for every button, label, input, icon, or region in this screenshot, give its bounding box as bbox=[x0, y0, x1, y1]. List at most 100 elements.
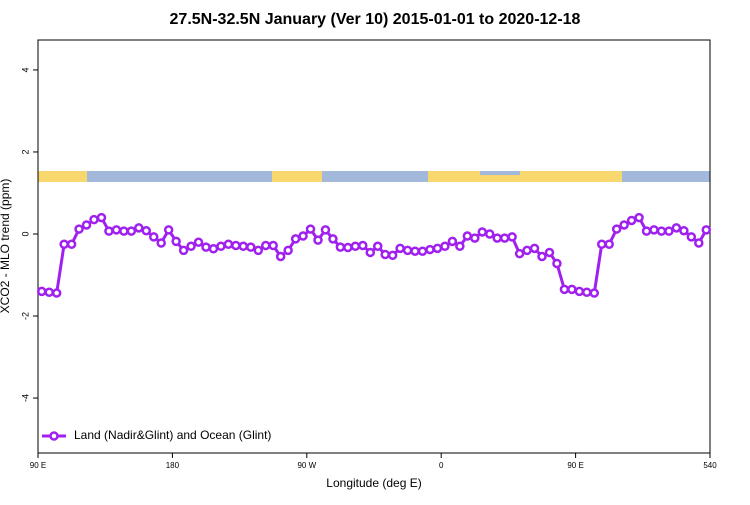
point bbox=[425, 244, 435, 255]
point bbox=[686, 232, 697, 242]
point bbox=[567, 284, 577, 295]
point bbox=[544, 247, 555, 258]
point bbox=[656, 226, 667, 236]
y-tick-label: 4 bbox=[20, 67, 30, 72]
point bbox=[36, 286, 47, 297]
point bbox=[126, 226, 137, 236]
point bbox=[455, 241, 465, 252]
point bbox=[320, 225, 331, 235]
point bbox=[372, 241, 383, 252]
point bbox=[238, 241, 249, 252]
point bbox=[432, 243, 443, 254]
point bbox=[119, 226, 129, 236]
point bbox=[186, 241, 196, 252]
point bbox=[298, 231, 308, 241]
point bbox=[589, 288, 600, 298]
point bbox=[59, 239, 69, 249]
land-band bbox=[428, 171, 480, 182]
point bbox=[156, 238, 166, 248]
point bbox=[260, 240, 271, 251]
land-band bbox=[272, 171, 322, 182]
y-tick-label: 0 bbox=[20, 231, 30, 236]
point bbox=[380, 249, 390, 260]
land-band bbox=[480, 175, 520, 182]
x-axis-label: Longitude (deg E) bbox=[326, 476, 421, 490]
point bbox=[574, 286, 585, 297]
point bbox=[626, 215, 637, 226]
point bbox=[679, 225, 689, 236]
point bbox=[193, 237, 204, 247]
point bbox=[44, 287, 54, 297]
chart-title: 27.5N-32.5N January (Ver 10) 2015-01-01 … bbox=[170, 11, 581, 28]
point bbox=[178, 245, 189, 256]
legend-label: Land (Nadir&Glint) and Ocean (Glint) bbox=[74, 428, 271, 442]
point bbox=[343, 242, 353, 253]
point bbox=[611, 224, 622, 234]
point bbox=[492, 233, 502, 243]
point bbox=[604, 239, 614, 249]
legend-marker bbox=[49, 431, 59, 441]
point bbox=[223, 239, 234, 249]
point bbox=[440, 241, 450, 252]
point bbox=[596, 239, 607, 249]
point bbox=[253, 245, 264, 256]
x-tick-label: 90 E bbox=[30, 461, 46, 470]
point bbox=[582, 287, 592, 297]
point bbox=[208, 244, 219, 254]
point bbox=[66, 239, 77, 249]
point bbox=[649, 225, 659, 235]
point bbox=[246, 242, 256, 252]
plot-frame bbox=[37, 39, 711, 454]
point bbox=[290, 234, 301, 244]
point bbox=[402, 245, 413, 256]
point bbox=[447, 236, 458, 247]
point bbox=[51, 288, 62, 298]
y-tick-label: 2 bbox=[20, 149, 30, 154]
point bbox=[163, 225, 174, 235]
point bbox=[81, 220, 92, 230]
land-ocean-strip bbox=[38, 171, 710, 182]
y-tick-label: -2 bbox=[20, 312, 30, 320]
point bbox=[216, 241, 226, 252]
point bbox=[522, 245, 532, 256]
point bbox=[275, 251, 286, 262]
point bbox=[470, 233, 480, 243]
point bbox=[387, 250, 398, 261]
land-band bbox=[38, 171, 87, 182]
point bbox=[365, 247, 376, 258]
point bbox=[671, 223, 682, 233]
point bbox=[395, 243, 405, 254]
point bbox=[171, 236, 181, 247]
point bbox=[268, 240, 278, 251]
ocean-band bbox=[38, 171, 710, 182]
point bbox=[283, 245, 293, 256]
point bbox=[141, 225, 152, 236]
point bbox=[559, 284, 570, 295]
y-axis-label: XCO2 - MLO trend (ppm) bbox=[0, 179, 12, 314]
point bbox=[148, 232, 159, 242]
point bbox=[305, 224, 316, 234]
point bbox=[507, 232, 517, 242]
point bbox=[350, 241, 361, 252]
x-tick-label: 90 E bbox=[567, 461, 583, 470]
point bbox=[134, 223, 144, 233]
point bbox=[74, 224, 84, 234]
point bbox=[537, 251, 547, 262]
point bbox=[514, 248, 525, 259]
point bbox=[664, 226, 674, 236]
point bbox=[552, 258, 562, 269]
point bbox=[313, 235, 323, 245]
point bbox=[111, 225, 122, 235]
x-tick-label: 180 bbox=[166, 461, 180, 470]
point bbox=[619, 220, 629, 230]
point bbox=[104, 226, 114, 236]
point bbox=[96, 212, 107, 223]
point bbox=[410, 246, 420, 256]
point bbox=[529, 243, 540, 254]
point bbox=[462, 231, 473, 241]
point bbox=[417, 246, 428, 256]
land-band bbox=[520, 171, 622, 182]
point bbox=[694, 238, 704, 248]
point bbox=[328, 234, 338, 244]
point bbox=[634, 212, 644, 223]
